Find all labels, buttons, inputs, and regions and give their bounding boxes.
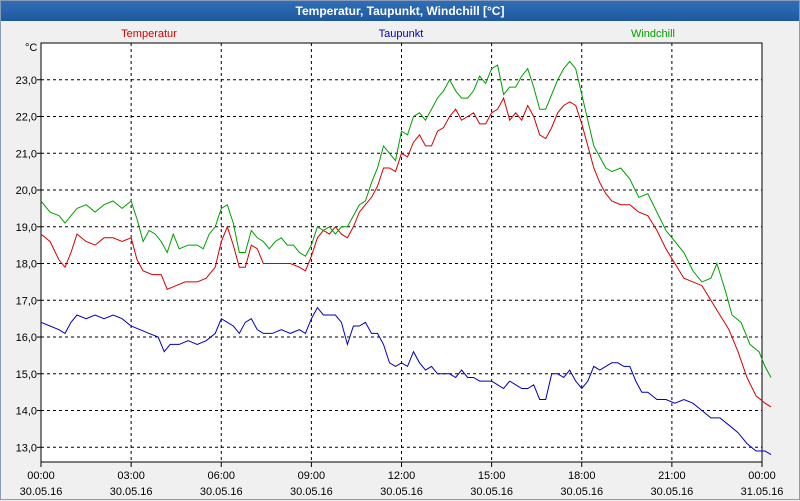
series-line-taupunkt	[40, 306, 772, 456]
x-axis-ticks: 00:00 30.05.16 03:00 30.05.16 06:00 30.05.16 0…	[20, 462, 784, 498]
y-axis-label: °C	[25, 42, 37, 54]
legend-temperatur: Temperatur	[121, 28, 177, 40]
grid-lines	[41, 43, 762, 462]
x-tick-time-label: 21:00	[658, 470, 686, 482]
x-tick-time-label: 03:00	[117, 470, 145, 482]
y-tick-label: 17,0	[16, 295, 37, 307]
series-lines	[40, 60, 772, 456]
legend-windchill: Windchill	[631, 28, 675, 40]
x-tick-time-label: 00:00	[748, 470, 776, 482]
y-tick-label: 20,0	[16, 185, 37, 197]
y-tick-label: 14,0	[16, 406, 37, 418]
x-tick-time-label: 12:00	[388, 470, 416, 482]
y-tick-label: 22,0	[16, 112, 37, 124]
series-line-temperatur	[40, 96, 772, 408]
x-tick-time-label: 09:00	[298, 470, 326, 482]
x-tick-time-label: 06:00	[207, 470, 235, 482]
y-tick-label: 18,0	[16, 259, 37, 271]
x-tick-date-label: 30.05.16	[290, 486, 333, 498]
y-tick-label: 23,0	[16, 75, 37, 87]
y-axis-ticks: 13,0 14,0 15,0 16,0 17,0 18,0 19,0 20,0 21,0 22,0…	[16, 75, 41, 454]
window-title: Temperatur, Taupunkt, Windchill [°C]	[1, 1, 799, 21]
y-tick-label: 16,0	[16, 332, 37, 344]
y-tick-label: 13,0	[16, 442, 37, 454]
x-tick-date-label: 30.05.16	[470, 486, 513, 498]
x-tick-date-label: 30.05.16	[560, 486, 603, 498]
y-tick-label: 21,0	[16, 148, 37, 160]
y-tick-label: 15,0	[16, 369, 37, 381]
series-line-windchill	[40, 60, 772, 378]
x-tick-time-label: 18:00	[568, 470, 596, 482]
x-tick-date-label: 30.05.16	[380, 486, 423, 498]
x-tick-date-label: 30.05.16	[20, 486, 63, 498]
y-tick-label: 19,0	[16, 222, 37, 234]
x-tick-time-label: 00:00	[27, 470, 55, 482]
x-tick-date-label: 30.05.16	[650, 486, 693, 498]
x-tick-date-label: 31.05.16	[741, 486, 784, 498]
x-tick-date-label: 30.05.16	[110, 486, 153, 498]
x-tick-time-label: 15:00	[478, 470, 506, 482]
x-tick-date-label: 30.05.16	[200, 486, 243, 498]
legend-taupunkt: Taupunkt	[379, 28, 424, 40]
